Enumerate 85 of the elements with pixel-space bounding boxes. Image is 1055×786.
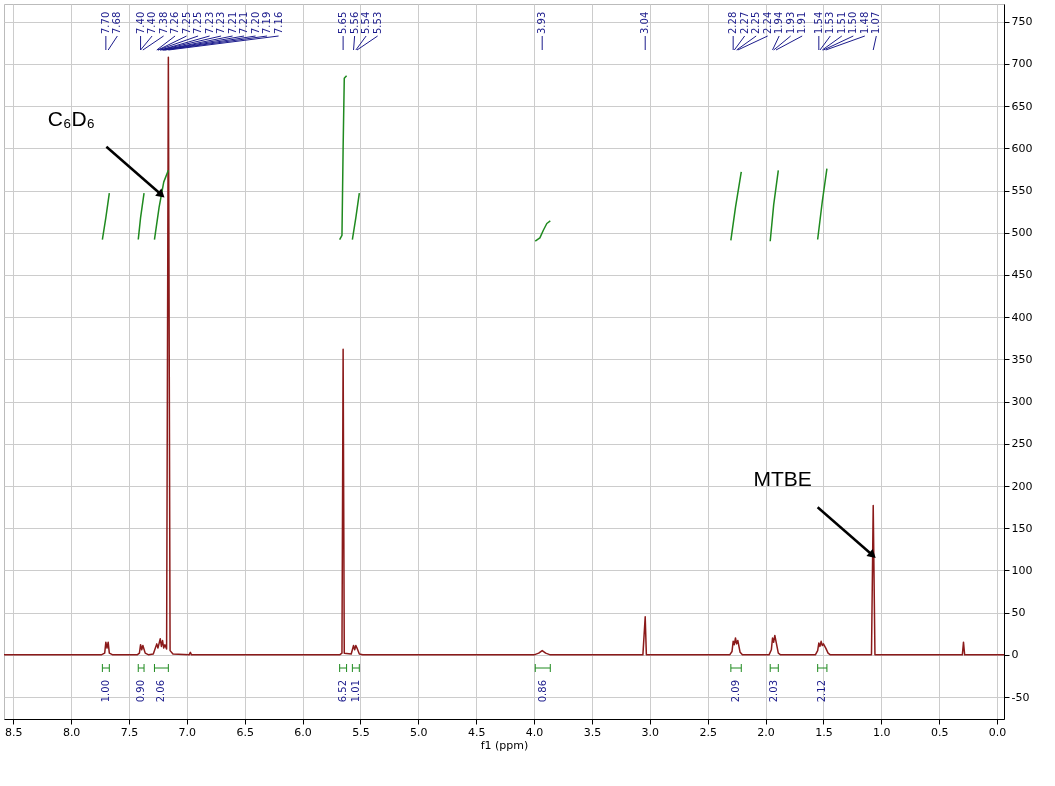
y-tick-label: 500 <box>1011 226 1033 240</box>
y-tick-label: 300 <box>1011 395 1033 409</box>
x-tick-label: 3.0 <box>641 725 660 739</box>
annotation: 7.70 <box>99 11 111 34</box>
line-series <box>338 75 348 241</box>
annotation: 1.00 <box>99 680 111 703</box>
x-axis-title: f1 (ppm) <box>480 738 529 752</box>
y-tick-label: 150 <box>1011 521 1033 535</box>
annotation: 1.54 <box>812 11 824 34</box>
y-tick-label: 750 <box>1011 15 1033 29</box>
annotation: 6.52 <box>337 680 349 703</box>
annotation: 0.90 <box>135 680 147 703</box>
x-tick-label: 7.5 <box>120 725 139 739</box>
annotation: 1.53 <box>824 11 836 34</box>
x-tick-label: 0.0 <box>988 725 1007 739</box>
x-tick-label: 1.0 <box>873 725 891 739</box>
annotation: 7.21 <box>238 11 250 34</box>
annotation: 2.12 <box>816 680 828 703</box>
annotation: 7.23 <box>203 11 215 34</box>
y-tick-label: 550 <box>1011 184 1033 198</box>
annotation: 7.21 <box>226 11 238 34</box>
annotation: 1.48 <box>858 11 870 34</box>
annotation: 7.19 <box>261 11 273 34</box>
line-series <box>534 220 552 242</box>
annotation: 5.53 <box>371 11 383 34</box>
annotation: C₆D₆ <box>47 106 96 130</box>
y-tick-label: -50 <box>1011 690 1030 704</box>
annotation: 2.03 <box>768 680 780 703</box>
annotation: 3.93 <box>536 11 548 34</box>
annotation: 7.25 <box>180 11 192 34</box>
annotation: 1.93 <box>784 11 796 34</box>
annotation: 1.50 <box>847 11 859 34</box>
y-tick-label: 50 <box>1011 606 1026 620</box>
x-tick-label: 2.5 <box>699 725 717 739</box>
annotation: 2.09 <box>730 680 742 703</box>
annotation: 2.24 <box>761 11 773 34</box>
x-tick-label: 5.5 <box>352 725 370 739</box>
x-tick-label: 1.5 <box>815 725 833 739</box>
x-tick-label: 0.5 <box>930 725 949 739</box>
annotation: 7.23 <box>215 11 227 34</box>
y-tick-label: 700 <box>1011 57 1033 71</box>
annotation: 7.25 <box>192 11 204 34</box>
x-tick-label: 6.5 <box>236 725 254 739</box>
x-tick-label: 4.0 <box>525 725 544 739</box>
y-tick-label: 450 <box>1011 268 1033 282</box>
y-tick-label: 600 <box>1011 141 1033 155</box>
annotation: 3.04 <box>639 11 651 34</box>
y-tick-label: 0 <box>1011 648 1019 662</box>
x-tick-label: 3.5 <box>583 725 602 739</box>
annotation: 7.20 <box>249 11 261 34</box>
x-tick-label: 4.5 <box>467 725 486 739</box>
annotation: 2.25 <box>750 11 762 34</box>
annotation: 2.06 <box>155 680 167 703</box>
annotation: MTBE <box>753 467 812 491</box>
y-tick-label: 350 <box>1011 352 1033 366</box>
annotation: 2.28 <box>727 11 739 34</box>
y-tick-label: 250 <box>1011 437 1033 451</box>
y-tick-label: 650 <box>1011 99 1033 113</box>
x-tick-label: 8.0 <box>62 725 81 739</box>
annotation: 5.54 <box>360 11 372 34</box>
y-tick-label: 100 <box>1011 563 1033 577</box>
annotation: 1.51 <box>835 11 847 34</box>
annotation: 7.68 <box>111 11 123 34</box>
annotation: 1.01 <box>349 680 361 703</box>
annotation: 7.38 <box>157 11 169 34</box>
annotation: 2.27 <box>738 11 750 34</box>
x-tick-label: 2.0 <box>757 725 775 739</box>
y-tick-label: 400 <box>1011 310 1033 324</box>
annotation: 7.40 <box>134 11 146 34</box>
annotation: 7.40 <box>146 11 158 34</box>
annotation: 7.26 <box>169 11 181 34</box>
x-tick-label: 7.0 <box>178 725 197 739</box>
annotation: 1.91 <box>796 11 808 34</box>
line-series <box>4 56 1004 656</box>
annotation: 5.65 <box>337 11 349 34</box>
line-series <box>153 169 170 241</box>
annotation: 5.56 <box>348 11 360 34</box>
x-tick-label: 5.0 <box>410 725 428 739</box>
annotation: 7.16 <box>272 11 284 34</box>
annotation: 1.07 <box>870 11 882 34</box>
annotation: 1.94 <box>773 11 785 34</box>
annotation: 0.86 <box>536 680 548 703</box>
x-tick-label: 6.0 <box>294 725 312 739</box>
y-tick-label: 200 <box>1011 479 1033 493</box>
x-tick-label: 8.5 <box>5 725 23 739</box>
